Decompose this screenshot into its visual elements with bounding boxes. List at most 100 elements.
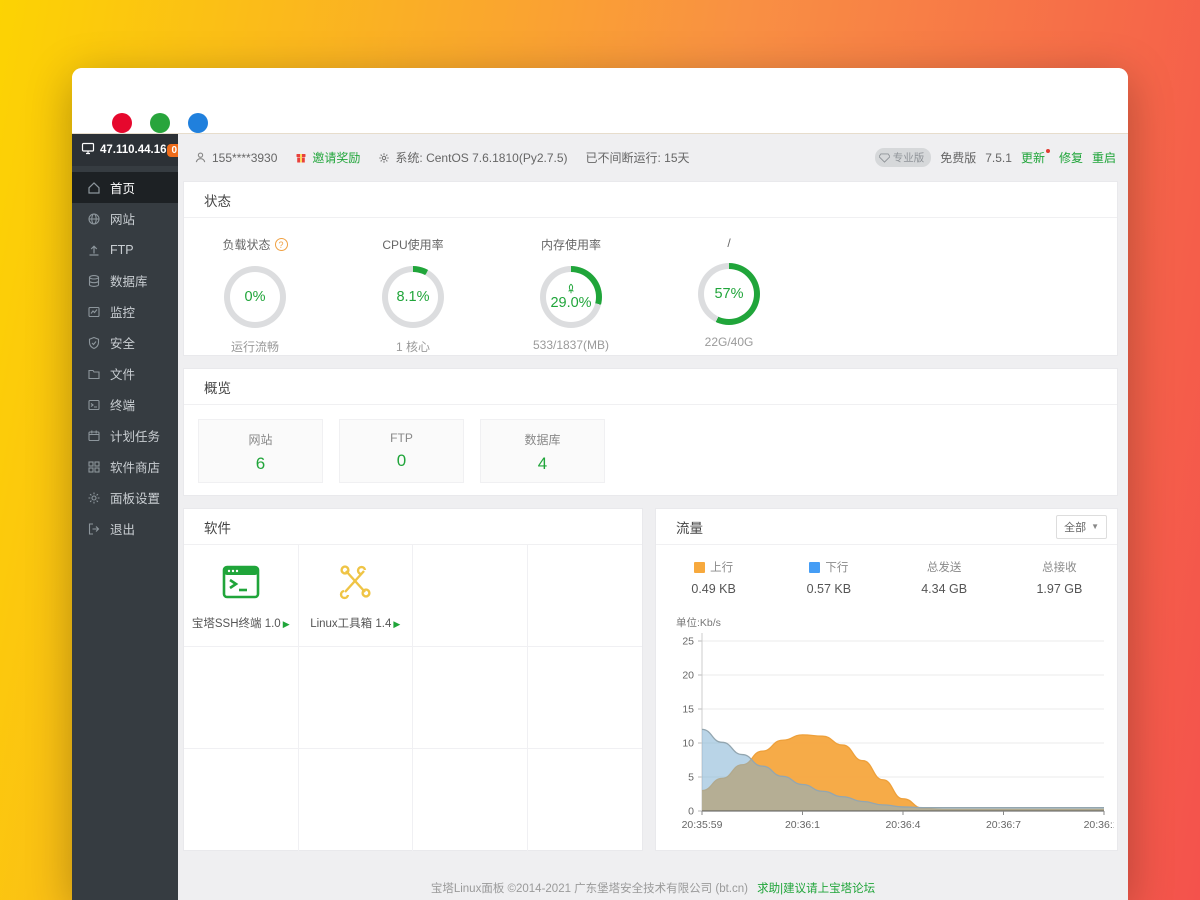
overview-card-databases[interactable]: 数据库 4 (480, 419, 605, 483)
stat-value: 4.34 GB (921, 582, 968, 596)
traffic-chart: 0 5 10 15 20 25 单位:Kb/s 20:35:59 20:36:1 20:36:4 2… (676, 616, 1114, 831)
restart-link[interactable]: 重启 (1091, 151, 1116, 165)
traffic-stat-total-sent: 总发送 4.34 GB (887, 559, 1002, 603)
empty-app-cell (184, 749, 299, 851)
sidebar-nav: 首页 网站 FTP 数据库 (72, 166, 178, 544)
svg-text:0: 0 (688, 806, 694, 818)
sidebar-item-terminal[interactable]: 终端 (72, 389, 178, 420)
repair-link[interactable]: 修复 (1058, 151, 1083, 165)
traffic-filter-select[interactable]: 全部 ▼ (1056, 514, 1107, 539)
version-label: 7.5.1 (985, 150, 1012, 165)
gauge-title: / (727, 236, 731, 250)
server-ip-header[interactable]: 47.110.44.16 0 (72, 134, 183, 166)
empty-app-cell (299, 749, 413, 851)
traffic-stat-total-received: 总接收 1.97 GB (1002, 559, 1117, 603)
svg-text:20:36:4: 20:36:4 (885, 819, 920, 831)
minimize-window-button[interactable] (150, 113, 170, 133)
app-name: 宝塔SSH终端 1.0 (191, 617, 281, 630)
sidebar-item-label: 首页 (110, 182, 136, 196)
gauge-sub: 1 核心 (395, 340, 430, 354)
app-ssh-terminal[interactable]: 宝塔SSH终端 1.0 ▶ (184, 545, 299, 647)
cpu-usage-gauge: CPU使用率 8.1% 1 核心 (342, 236, 484, 355)
card-label: 网站 (248, 433, 273, 447)
overview-panel: 概览 网站 6 FTP 0 数据库 4 (183, 368, 1118, 496)
sidebar-item-home[interactable]: 首页 (72, 172, 178, 203)
sidebar-item-label: 文件 (110, 368, 136, 382)
gauge-percent: 8.1% (396, 289, 430, 305)
gauge-title: CPU使用率 (382, 238, 444, 252)
diamond-icon (878, 152, 890, 163)
sidebar-item-cron[interactable]: 计划任务 (72, 420, 178, 451)
gauge-percent: 0% (244, 289, 266, 305)
sidebar-item-label: 终端 (110, 399, 136, 413)
pro-edition-label: 专业版 (892, 152, 925, 164)
account-phone[interactable]: 155****3930 (194, 151, 277, 165)
traffic-stat-upstream: 上行 0.49 KB (656, 559, 771, 603)
page-footer: 宝塔Linux面板 ©2014-2021 广东堡塔安全技术有限公司 (bt.cn… (178, 880, 1128, 896)
database-icon (87, 274, 101, 288)
traffic-stat-downstream: 下行 0.57 KB (771, 559, 886, 603)
traffic-filter-value: 全部 (1064, 521, 1087, 534)
overview-card-websites[interactable]: 网站 6 (198, 419, 323, 483)
sidebar-item-database[interactable]: 数据库 (72, 265, 178, 296)
user-icon (194, 151, 207, 164)
forum-link[interactable]: 求助|建议请上宝塔论坛 (757, 883, 876, 895)
svg-text:20:36:7: 20:36:7 (986, 819, 1021, 831)
sidebar-item-security[interactable]: 安全 (72, 327, 178, 358)
status-panel-title: 状态 (184, 182, 1117, 218)
disk-usage-gauge: / 57% 22G/40G (658, 236, 800, 355)
home-icon (87, 181, 101, 195)
maximize-window-button[interactable] (188, 113, 208, 133)
svg-text:25: 25 (682, 636, 694, 648)
store-icon (87, 460, 101, 474)
system-info: 系统: CentOS 7.6.1810(Py2.7.5) (378, 149, 568, 166)
empty-app-cell (184, 647, 299, 749)
empty-app-cell (413, 545, 528, 647)
app-linux-toolbox[interactable]: Linux工具箱 1.4 ▶ (298, 545, 413, 647)
overview-panel-title: 概览 (184, 369, 1117, 405)
sidebar-item-label: FTP (110, 242, 134, 257)
empty-app-cell (413, 749, 528, 851)
memory-usage-gauge: 内存使用率 29.0% 533/1837(MB) (500, 236, 642, 355)
empty-app-cell (528, 749, 643, 851)
sidebar-item-logout[interactable]: 退出 (72, 513, 178, 544)
sidebar-item-app-store[interactable]: 软件商店 (72, 451, 178, 482)
card-value: 4 (537, 454, 548, 473)
empty-app-cell (298, 647, 413, 749)
software-grid: 宝塔SSH终端 1.0 ▶ Linux工具箱 1.4 ▶ (184, 545, 642, 851)
pro-edition-badge[interactable]: 专业版 (874, 148, 932, 167)
stat-value: 1.97 GB (1036, 582, 1083, 596)
help-icon[interactable]: ? (274, 238, 288, 251)
sidebar-item-files[interactable]: 文件 (72, 358, 178, 389)
calendar-icon (87, 429, 101, 443)
traffic-stats: 上行 0.49 KB 下行 0.57 KB 总发送 4.34 GB (656, 559, 1117, 603)
sidebar-item-websites[interactable]: 网站 (72, 203, 178, 234)
traffic-panel-title: 流量 (676, 520, 703, 536)
edition-label: 免费版 (940, 151, 977, 165)
card-label: FTP (390, 431, 413, 445)
svg-text:5: 5 (688, 772, 694, 784)
overview-card-ftp[interactable]: FTP 0 (339, 419, 464, 483)
update-link[interactable]: 更新 (1021, 149, 1050, 166)
system-info-label: 系统: CentOS 7.6.1810(Py2.7.5) (395, 151, 568, 165)
upload-icon (87, 243, 101, 257)
sidebar-item-ftp[interactable]: FTP (72, 234, 178, 265)
status-panel: 状态 负载状态? 0% 运行流畅 CPU使用率 8.1% 1 核心 (183, 181, 1118, 356)
browser-window: 47.110.44.16 0 首页 网站 FTP (72, 68, 1128, 900)
gauge-ring: 57% (698, 263, 760, 325)
card-value: 6 (255, 454, 266, 473)
sidebar-item-monitoring[interactable]: 监控 (72, 296, 178, 327)
gauge-ring: 29.0% (540, 266, 602, 328)
svg-text:20:35:59: 20:35:59 (682, 819, 723, 831)
invite-reward-link[interactable]: 邀请奖励 (295, 149, 360, 166)
gauge-percent: 57% (714, 286, 744, 302)
sidebar-item-panel-settings[interactable]: 面板设置 (72, 482, 178, 513)
stat-value: 0.49 KB (691, 582, 736, 596)
sidebar-item-label: 网站 (110, 213, 136, 227)
gauge-title: 内存使用率 (540, 238, 601, 252)
close-window-button[interactable] (112, 113, 132, 133)
window-titlebar (72, 68, 1128, 134)
top-toolbar: 155****3930 邀请奖励 系统: CentOS 7.6.1810(Py2… (178, 134, 1128, 181)
sidebar-item-label: 计划任务 (110, 430, 161, 444)
